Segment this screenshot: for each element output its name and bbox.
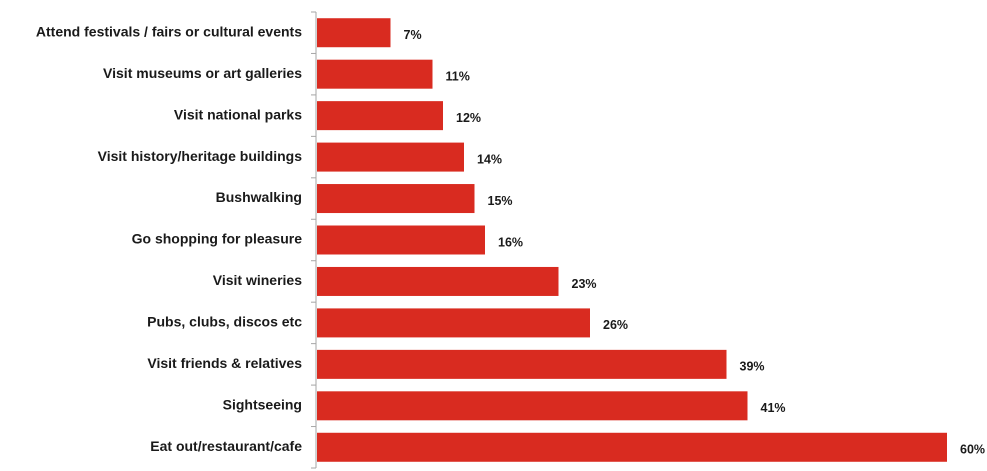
data-label: 7% [404, 28, 422, 42]
category-label: Visit national parks [174, 106, 302, 122]
category-label: Sightseeing [223, 397, 302, 413]
bar [317, 18, 391, 48]
bar [317, 59, 433, 89]
bar [317, 349, 727, 379]
data-label: 41% [761, 401, 786, 415]
data-label: 26% [603, 318, 628, 332]
bar [317, 432, 947, 462]
bar [317, 308, 590, 338]
category-label: Attend festivals / fairs or cultural eve… [36, 23, 302, 39]
data-label: 16% [498, 235, 523, 249]
bar [317, 142, 464, 172]
bar [317, 184, 475, 214]
category-label: Visit history/heritage buildings [98, 148, 303, 164]
data-label: 12% [456, 111, 481, 125]
category-label: Pubs, clubs, discos etc [147, 314, 302, 330]
category-label: Eat out/restaurant/cafe [150, 438, 302, 454]
category-labels: Attend festivals / fairs or cultural eve… [36, 23, 302, 454]
category-label: Bushwalking [216, 189, 302, 205]
data-label: 15% [488, 194, 513, 208]
bar [317, 225, 485, 255]
data-label: 60% [960, 443, 985, 457]
data-label: 14% [477, 152, 502, 166]
bar [317, 101, 443, 131]
data-label: 23% [572, 277, 597, 291]
category-label: Visit wineries [213, 272, 302, 288]
bar [317, 391, 748, 421]
category-label: Visit museums or art galleries [103, 65, 302, 81]
bar [317, 266, 559, 296]
bars [317, 18, 947, 462]
category-label: Visit friends & relatives [147, 355, 302, 371]
y-axis [311, 11, 317, 469]
data-label: 11% [446, 69, 470, 83]
value-labels: 7% 11% 12% 14% 15% 16% 23% 26% 39% 41% 60% [404, 28, 986, 457]
data-label: 39% [740, 360, 765, 374]
category-label: Go shopping for pleasure [132, 231, 303, 247]
